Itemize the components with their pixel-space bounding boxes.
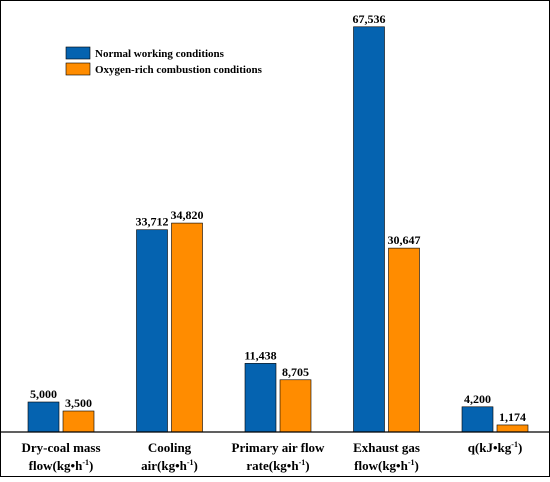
legend: Normal working conditions Oxygen-rich co… (65, 46, 263, 76)
category-label-3-line2: flow(kg•h-1) (354, 458, 419, 473)
bar-oxygen-1 (171, 222, 203, 433)
category-label-1-line2: air(kg•h-1) (141, 458, 198, 473)
value-label-normal-2: 11,438 (244, 348, 276, 362)
category-labels-group: Dry-coal mass flow(kg•h-1) Cooling air(kg•h… (21, 440, 522, 473)
legend-swatch-normal (65, 46, 91, 60)
bar-normal-1 (136, 229, 168, 433)
value-label-normal-1: 33,712 (136, 215, 169, 229)
category-label-1-line1: Cooling (148, 440, 192, 455)
category-label-0-line2: flow(kg•h-1) (29, 458, 94, 473)
category-label-2-line1: Primary air flow (232, 440, 326, 455)
bar-oxygen-0 (62, 410, 95, 433)
bar-normal-0 (27, 401, 60, 433)
value-label-normal-0: 5,000 (30, 387, 57, 401)
category-label-3-line1: Exhaust gas (353, 440, 420, 455)
value-label-normal-4: 4,200 (464, 392, 491, 406)
category-label-2-line2: rate(kg•h-1) (246, 458, 309, 473)
value-label-oxygen-4: 1,174 (499, 410, 526, 424)
category-label-0-line1: Dry-coal mass (21, 440, 100, 455)
bar-oxygen-3 (388, 247, 420, 433)
bar-oxygen-4 (496, 424, 529, 433)
value-label-oxygen-3: 30,647 (388, 233, 421, 247)
bars-group (27, 26, 529, 433)
value-label-oxygen-1: 34,820 (171, 208, 204, 222)
value-label-normal-3: 67,536 (353, 12, 386, 26)
legend-swatch-oxygen (65, 62, 91, 76)
value-label-oxygen-0: 3,500 (65, 396, 92, 410)
category-label-4-line1: q(kJ•kg-1) (468, 440, 523, 455)
bar-normal-4 (461, 406, 494, 433)
value-labels-group: 5,000 3,500 33,712 34,820 11,438 8,705 67,536 3… (30, 12, 526, 424)
bar-normal-3 (353, 26, 385, 433)
value-label-oxygen-2: 8,705 (282, 365, 309, 379)
bar-normal-2 (244, 363, 277, 433)
legend-label-oxygen: Oxygen-rich combustion conditions (95, 64, 263, 76)
bar-oxygen-2 (279, 379, 312, 433)
legend-label-normal: Normal working conditions (95, 48, 225, 60)
